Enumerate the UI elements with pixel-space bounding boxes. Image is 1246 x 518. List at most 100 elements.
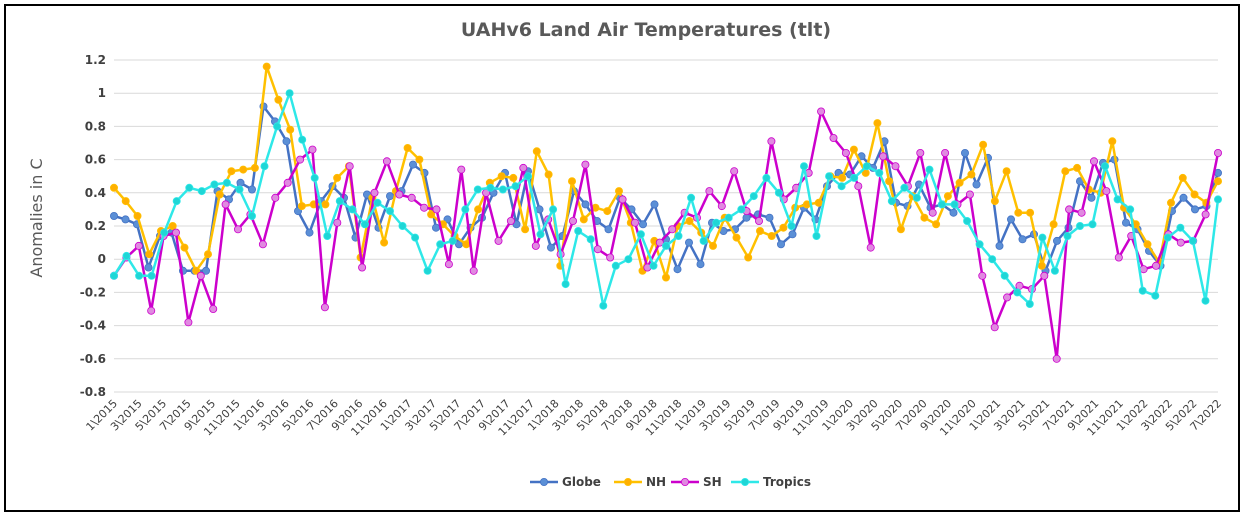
data-point <box>197 187 206 196</box>
data-point <box>262 62 271 71</box>
data-point <box>345 162 354 171</box>
data-point <box>209 304 218 313</box>
data-point <box>1138 286 1147 295</box>
data-point <box>636 230 645 239</box>
data-point <box>1214 148 1223 157</box>
data-point <box>160 228 169 237</box>
data-point <box>308 145 317 154</box>
y-tick-label: 1 <box>98 86 106 100</box>
data-point <box>1040 271 1049 280</box>
data-point <box>145 250 154 259</box>
y-tick-label: 0.6 <box>85 153 106 167</box>
legend-item-nh: NH <box>614 475 666 489</box>
data-point <box>849 145 858 154</box>
data-point <box>221 200 230 209</box>
data-point <box>457 165 466 174</box>
data-point <box>427 210 436 219</box>
data-point <box>674 231 683 240</box>
data-point <box>443 215 452 224</box>
data-point <box>135 271 144 280</box>
data-point <box>812 231 821 240</box>
data-point <box>854 182 863 191</box>
legend-item-tropics: Tropics <box>731 475 811 489</box>
y-axis-ticks: 1.2 1 0.8 0.6 0.4 0.2 0 -0.2 -0.4 -0.6 -0.8 <box>80 53 106 399</box>
data-point <box>1188 236 1197 245</box>
data-point <box>611 261 620 270</box>
data-point <box>201 266 210 275</box>
data-point <box>134 241 143 250</box>
data-point <box>1179 193 1188 202</box>
data-point <box>1139 265 1148 274</box>
data-point <box>497 172 506 181</box>
data-point <box>498 185 507 194</box>
legend-item-globe: Globe <box>530 475 601 489</box>
data-point <box>547 243 556 252</box>
data-point <box>380 238 389 247</box>
y-axis-label: Anomalies in C <box>27 158 46 277</box>
data-point <box>978 271 987 280</box>
legend-label: NH <box>646 475 666 489</box>
legend-label: Globe <box>562 475 601 489</box>
y-tick-label: -0.4 <box>80 319 106 333</box>
data-point <box>310 173 319 182</box>
legend-swatch-marker <box>540 477 549 486</box>
data-point <box>1113 195 1122 204</box>
data-point <box>385 192 394 201</box>
data-point <box>494 236 503 245</box>
data-point <box>990 323 999 332</box>
data-point <box>1063 231 1072 240</box>
data-point <box>606 253 615 262</box>
data-point <box>603 207 612 216</box>
data-point <box>581 200 590 209</box>
data-point <box>448 236 457 245</box>
data-point <box>1052 354 1061 363</box>
data-point <box>696 260 705 269</box>
data-point <box>461 205 470 214</box>
data-point <box>1003 293 1012 302</box>
data-point <box>817 107 826 116</box>
data-point <box>737 205 746 214</box>
data-point <box>185 183 194 192</box>
data-point <box>360 220 369 229</box>
data-point <box>955 178 964 187</box>
data-point <box>972 180 981 189</box>
data-point <box>742 213 751 222</box>
data-point <box>650 200 659 209</box>
data-point <box>1102 187 1111 196</box>
data-point <box>286 125 295 134</box>
data-point <box>1151 291 1160 300</box>
data-point <box>967 170 976 179</box>
data-point <box>239 165 248 174</box>
data-point <box>755 216 764 225</box>
series-lines <box>110 62 1223 363</box>
data-point <box>1090 157 1099 166</box>
data-point <box>838 173 847 182</box>
data-point <box>1201 296 1210 305</box>
series-line <box>112 110 1220 361</box>
data-point <box>296 155 305 164</box>
y-tick-label: -0.8 <box>80 385 106 399</box>
data-point <box>875 168 884 177</box>
data-point <box>536 230 545 239</box>
data-point <box>222 178 231 187</box>
data-point <box>382 157 391 166</box>
data-point <box>285 89 294 98</box>
data-point <box>712 218 721 227</box>
data-point <box>979 140 988 149</box>
data-point <box>938 200 947 209</box>
data-point <box>788 230 797 239</box>
data-point <box>260 162 269 171</box>
data-point <box>196 271 205 280</box>
data-point <box>724 213 733 222</box>
data-point <box>509 173 518 182</box>
data-point <box>887 197 896 206</box>
data-point <box>1061 167 1070 176</box>
data-point <box>1000 271 1009 280</box>
data-point <box>431 223 440 232</box>
data-point <box>298 135 307 144</box>
data-point <box>941 148 950 157</box>
data-point <box>408 160 417 169</box>
data-point <box>323 231 332 240</box>
legend-item-sh: SH <box>671 475 722 489</box>
data-point <box>732 233 741 242</box>
